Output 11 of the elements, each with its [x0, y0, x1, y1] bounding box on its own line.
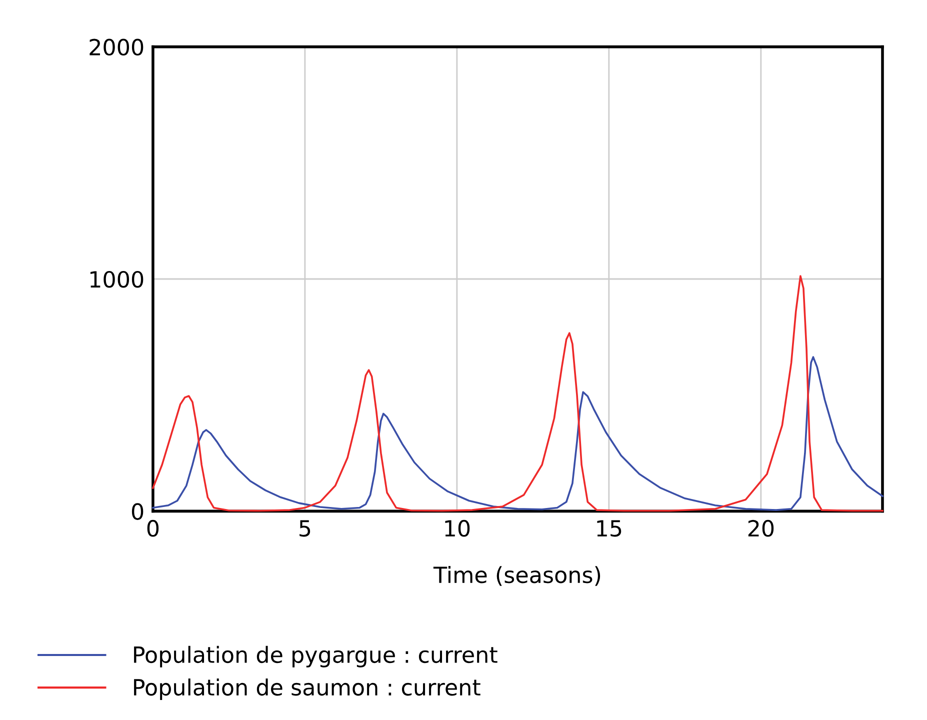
legend-label: Population de pygargue : current — [134, 646, 498, 668]
y-tick-label: 0 — [132, 503, 144, 520]
y-tick-label: 1000 — [90, 270, 144, 288]
x-tick-label: 0 — [147, 520, 159, 537]
x-axis-title: Time (seasons) — [433, 566, 600, 586]
x-tick-label: 15 — [597, 520, 622, 537]
x-tick-label: 20 — [748, 520, 774, 537]
legend-label: Population de saumon : current — [134, 678, 480, 700]
x-tick-label: 5 — [300, 520, 310, 537]
y-tick-label: 2000 — [90, 38, 144, 56]
x-tick-label: 10 — [445, 520, 470, 537]
